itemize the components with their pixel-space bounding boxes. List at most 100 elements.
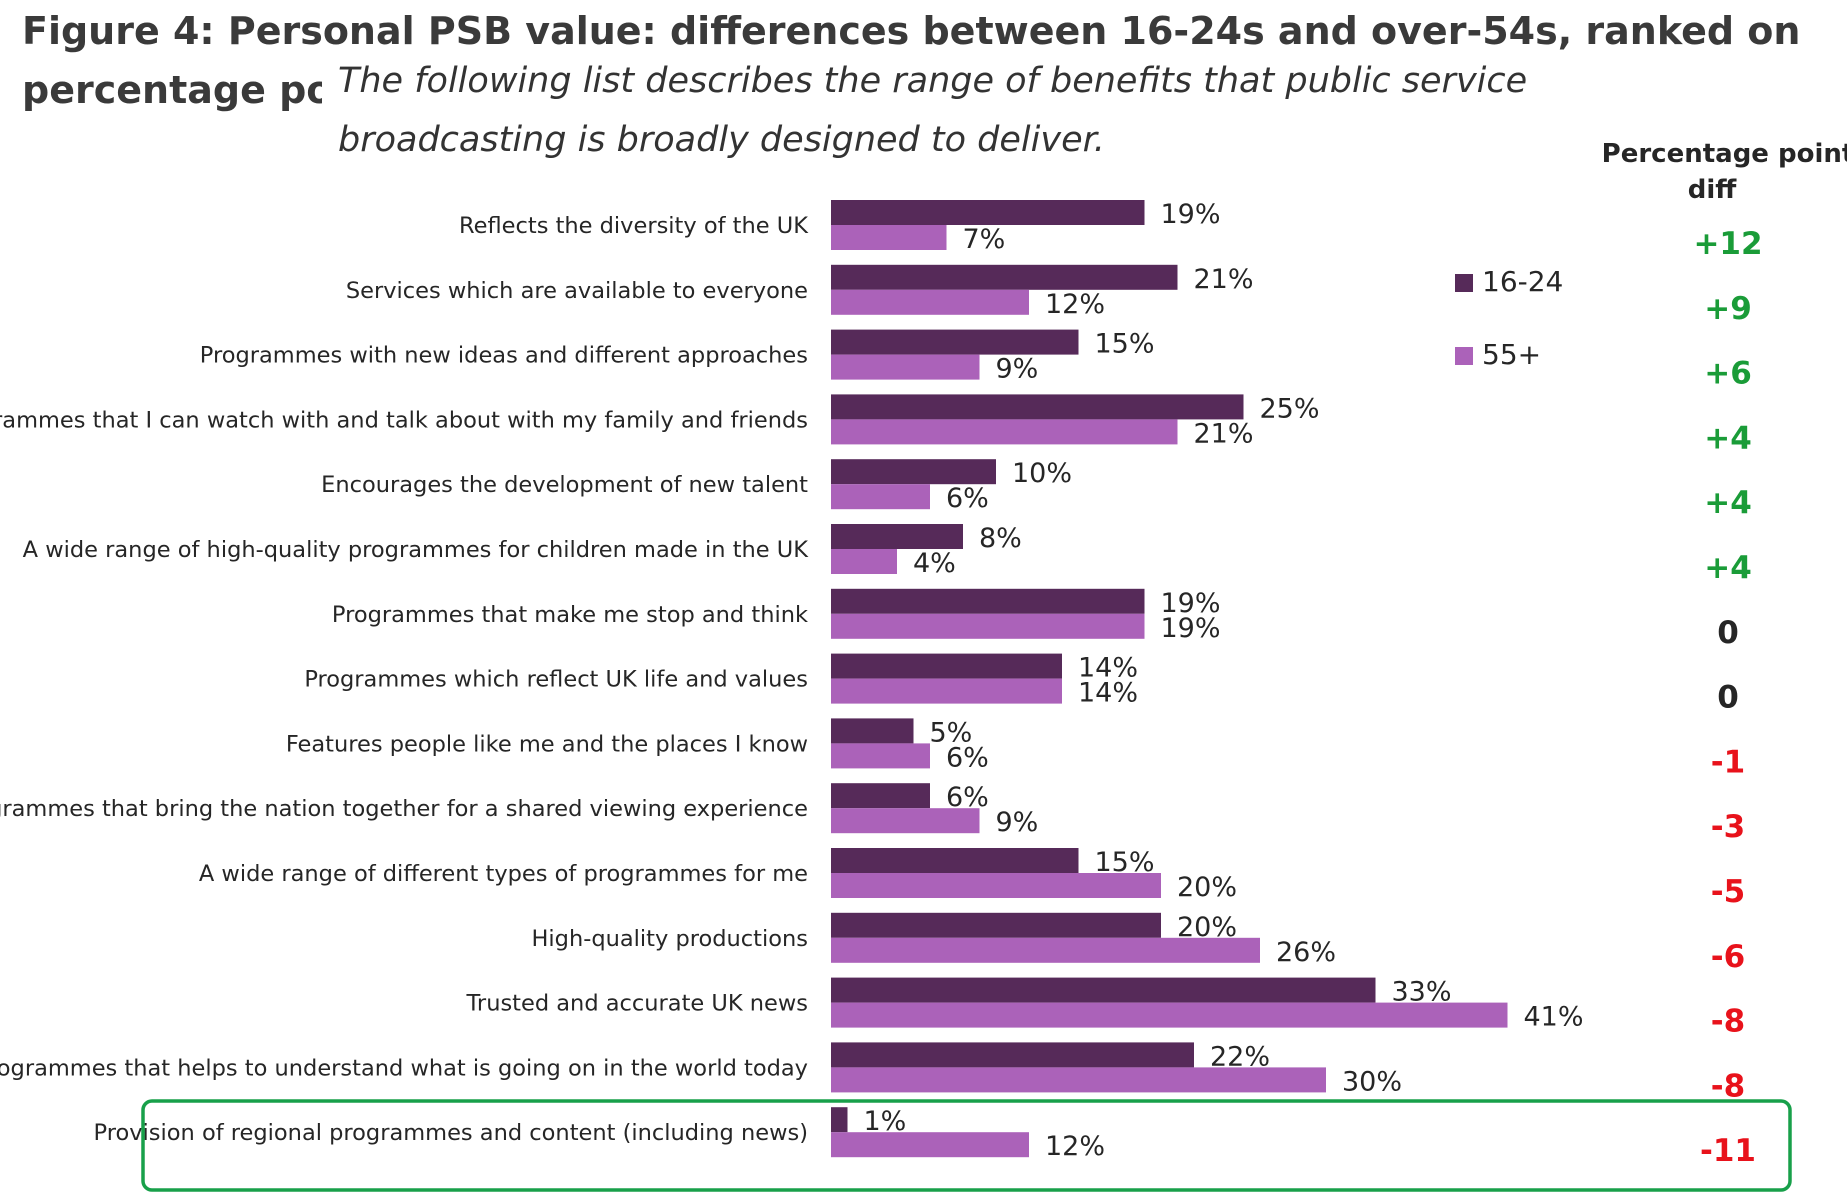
diff-value: -6 <box>1711 939 1745 975</box>
bar-16-24-8 <box>831 653 1062 679</box>
bar-16-24-2 <box>831 264 1178 290</box>
chart-row-programmes-which-reflect-uk-life-and-values: Programmes which reflect UK life and val… <box>304 653 1738 716</box>
bar-16-24-3 <box>831 329 1079 355</box>
value-label-16-24: 14% <box>1078 653 1138 684</box>
value-label-16-24: 33% <box>1392 977 1452 1008</box>
figure-subtitle: The following list describes the range o… <box>338 61 1528 160</box>
bar-16-24-7 <box>831 588 1145 614</box>
value-label-16-24: 5% <box>930 717 973 748</box>
value-label-16-24: 8% <box>979 523 1022 554</box>
chart-row-programmes-with-new-ideas-and-different-approaches: Programmes with new ideas and different … <box>200 329 1752 392</box>
value-label-16-24: 15% <box>1095 847 1155 878</box>
category-label: Programmes that I can watch with and tal… <box>0 407 808 433</box>
diff-value: +4 <box>1704 550 1752 586</box>
chart-row-encourages-the-development-of-new-talent: Encourages the development of new talent… <box>321 458 1752 521</box>
chart-row-a-wide-range-of-different-types-of-programmes-for-me: A wide range of different types of progr… <box>199 847 1745 910</box>
diff-value: 0 <box>1717 680 1739 716</box>
category-label: A wide range of different types of progr… <box>199 861 808 887</box>
bar-16-24-13 <box>831 977 1376 1003</box>
bar-55-1 <box>831 225 947 250</box>
category-label: Trusted and accurate UK news <box>466 991 809 1017</box>
bar-16-24-9 <box>831 718 914 744</box>
category-label: A wide range of high-quality programmes … <box>23 537 810 563</box>
value-label-55: 9% <box>996 807 1039 838</box>
bar-55-14 <box>831 1067 1326 1093</box>
diff-value: -11 <box>1700 1133 1756 1169</box>
chart-row-high-quality-productions: High-quality productions 20% 26% -6 <box>532 912 1746 975</box>
diff-header-line-2: diff <box>1688 175 1738 205</box>
category-label: Programmes that bring the nation togethe… <box>0 796 808 822</box>
bar-55-8 <box>831 678 1062 704</box>
value-label-55: 19% <box>1161 613 1221 644</box>
highlight-box <box>141 1099 1792 1192</box>
category-label: Encourages the development of new talent <box>321 472 808 498</box>
chart-row-features-people-like-me-and-the-places-i-know: Features people like me and the places I… <box>286 717 1745 780</box>
chart-row-provision-of-regional-programmes-and-content-including-news: Provision of regional programmes and con… <box>94 1106 1756 1169</box>
bar-16-24-1 <box>831 200 1145 225</box>
diff-value: +6 <box>1704 356 1752 392</box>
bar-55-11 <box>831 873 1161 898</box>
chart-row-a-wide-range-of-high-quality-programmes-for-children-made-in-the-uk: A wide range of high-quality programmes … <box>23 523 1752 586</box>
value-label-55: 4% <box>913 548 956 579</box>
chart-row-programmes-that-make-me-stop-and-think: Programmes that make me stop and think 19… <box>332 588 1739 651</box>
chart-row-trusted-and-accurate-uk-news: Trusted and accurate UK news 33% 41% -8 <box>466 977 1746 1040</box>
category-label: Provision of regional programmes and con… <box>94 1120 808 1146</box>
value-label-55: 12% <box>1045 1131 1105 1162</box>
bar-16-24-15 <box>831 1107 848 1133</box>
category-label: Programmes that helps to understand what… <box>0 1055 808 1081</box>
bar-16-24-10 <box>831 783 930 809</box>
bar-16-24-11 <box>831 848 1079 873</box>
bar-55-13 <box>831 1002 1508 1028</box>
category-label: Features people like me and the places I… <box>286 731 808 757</box>
diff-value: +4 <box>1704 420 1752 456</box>
legend-swatch-55 <box>1455 347 1473 365</box>
legend: 16-24 55+ <box>1455 265 1563 371</box>
legend-label-55: 55+ <box>1482 338 1541 371</box>
value-label-55: 14% <box>1078 678 1138 709</box>
diff-column-header: Percentage point diff <box>1602 139 1847 205</box>
bar-55-12 <box>831 937 1260 963</box>
diff-value: -8 <box>1711 1068 1745 1104</box>
bar-55-2 <box>831 289 1029 315</box>
bar-16-24-12 <box>831 912 1161 938</box>
value-label-16-24: 19% <box>1161 199 1221 230</box>
chart-rows: Reflects the diversity of the UK 19% 7% +12… <box>0 199 1763 1169</box>
value-label-16-24: 22% <box>1210 1041 1270 1072</box>
bar-55-9 <box>831 743 930 769</box>
bar-16-24-5 <box>831 459 996 485</box>
category-label: Programmes which reflect UK life and val… <box>304 667 808 693</box>
bar-55-6 <box>831 549 897 574</box>
chart-row-reflects-the-diversity-of-the-uk: Reflects the diversity of the UK 19% 7% +12 <box>459 199 1763 262</box>
diff-value: -3 <box>1711 809 1745 845</box>
chart-row-programmes-that-helps-to-understand-what-is-going-on-in-the-world-today: Programmes that helps to understand what… <box>0 1041 1745 1104</box>
category-label: Reflects the diversity of the UK <box>459 213 809 239</box>
diff-value: -5 <box>1711 874 1745 910</box>
value-label-16-24: 6% <box>946 782 989 813</box>
value-label-55: 6% <box>946 483 989 514</box>
value-label-55: 12% <box>1045 289 1105 320</box>
legend-swatch-16-24 <box>1455 274 1473 292</box>
value-label-16-24: 1% <box>864 1106 907 1137</box>
legend-label-16-24: 16-24 <box>1482 265 1563 298</box>
value-label-55: 30% <box>1342 1066 1402 1097</box>
bar-55-15 <box>831 1132 1029 1158</box>
value-label-55: 26% <box>1276 937 1336 968</box>
chart-row-services-which-are-available-to-everyone: Services which are available to everyone… <box>346 264 1752 327</box>
bar-16-24-14 <box>831 1042 1194 1068</box>
value-label-55: 21% <box>1194 418 1254 449</box>
bar-16-24-6 <box>831 524 963 549</box>
value-label-16-24: 20% <box>1177 912 1237 943</box>
bar-55-5 <box>831 484 930 510</box>
value-label-55: 7% <box>963 224 1006 255</box>
category-label: High-quality productions <box>532 926 809 952</box>
chart-row-programmes-that-bring-the-nation-together-for-a-shared-viewing-experience: Programmes that bring the nation togethe… <box>0 782 1745 845</box>
chart-row-programmes-that-i-can-watch-with-and-talk-about-with-my-family-and-friends: Programmes that I can watch with and tal… <box>0 393 1752 456</box>
diff-value: +4 <box>1704 485 1752 521</box>
value-label-55: 41% <box>1524 1002 1584 1033</box>
bar-55-7 <box>831 613 1145 639</box>
category-label: Programmes with new ideas and different … <box>200 343 808 369</box>
value-label-16-24: 19% <box>1161 588 1221 619</box>
category-label: Services which are available to everyone <box>346 278 808 304</box>
subtitle-backdrop <box>322 60 1822 170</box>
